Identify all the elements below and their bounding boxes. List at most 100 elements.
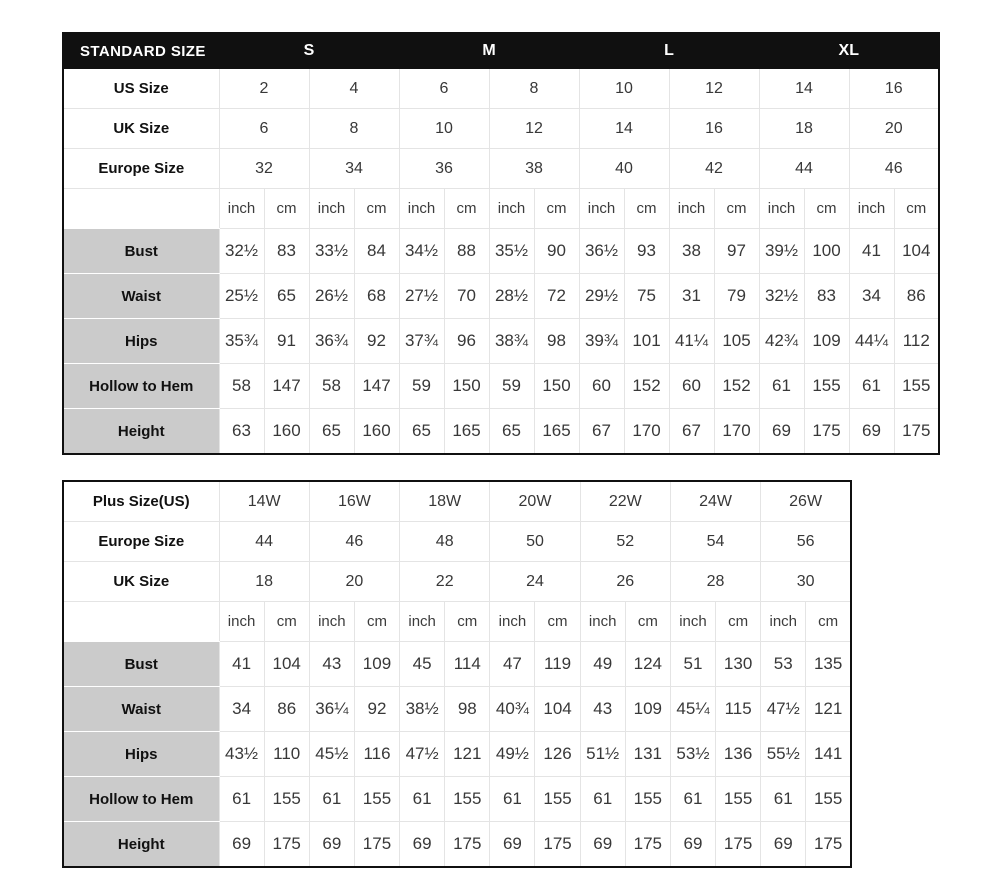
measurement-value-cell: 65 — [263, 273, 310, 319]
measurement-value-cell: 96 — [443, 318, 490, 364]
size-conversion-row: UK Size 6 8 10 12 14 16 18 20 — [62, 108, 940, 149]
measurement-value-cell: 165 — [443, 408, 490, 455]
measurement-value-cell: 155 — [353, 776, 401, 822]
measurement-value-cell: 175 — [893, 408, 940, 455]
measurement-value-cell: 175 — [263, 821, 310, 868]
measurement-row: Height 69 175 69 175 69 175 69 175 69 175 69 175 69 17… — [62, 821, 852, 868]
measurement-value-cell: 61 — [399, 776, 446, 822]
measurement-value-cell: 65 — [308, 408, 355, 455]
measurement-value-cell: 39¾ — [578, 318, 625, 364]
unit-inch-label: inch — [489, 601, 536, 642]
measurement-value-cell: 90 — [533, 228, 580, 274]
size-value-cell: 40 — [578, 148, 670, 189]
measurement-value-cell: 150 — [533, 363, 580, 409]
size-value-cell: 20W — [489, 480, 581, 522]
measurement-value-cell: 121 — [805, 686, 852, 732]
size-value-cell: 8 — [488, 68, 580, 109]
measurement-value-cell: 61 — [308, 776, 355, 822]
measurement-row: Hips 35¾ 91 36¾ 92 37¾ 96 38¾ 98 39¾ 101 41¼ 105 42¾ 1… — [62, 318, 940, 364]
measurement-value-cell: 116 — [353, 731, 401, 777]
measurement-value-cell: 65 — [488, 408, 535, 455]
measurement-value-cell: 69 — [848, 408, 895, 455]
unit-inch-label: inch — [668, 188, 715, 229]
measurement-value-cell: 41 — [848, 228, 895, 274]
measurement-value-cell: 155 — [534, 776, 581, 822]
measurement-value-cell: 165 — [533, 408, 580, 455]
measurement-value-cell: 124 — [624, 641, 671, 687]
measurement-value-cell: 69 — [308, 821, 355, 868]
size-group-header: XL — [758, 32, 940, 69]
size-value-cell: 52 — [579, 521, 671, 562]
size-value-cell: 24W — [669, 480, 762, 522]
measurement-value-cell: 59 — [398, 363, 445, 409]
measurement-value-cell: 51½ — [579, 731, 626, 777]
measurement-value-cell: 40¾ — [489, 686, 536, 732]
measurement-value-cell: 155 — [444, 776, 491, 822]
measurement-value-cell: 41 — [218, 641, 265, 687]
measurement-value-cell: 61 — [758, 363, 805, 409]
size-conversion-row: Europe Size 32 34 36 38 40 42 44 46 — [62, 148, 940, 189]
size-row-label: Europe Size — [62, 148, 220, 189]
measurement-value-cell: 105 — [713, 318, 760, 364]
measurement-value-cell: 147 — [353, 363, 400, 409]
unit-inch-label: inch — [218, 188, 265, 229]
measurement-value-cell: 100 — [803, 228, 850, 274]
measurement-value-cell: 155 — [893, 363, 940, 409]
measurement-value-cell: 65 — [398, 408, 445, 455]
size-value-cell: 44 — [218, 521, 310, 562]
size-value-cell: 8 — [308, 108, 400, 149]
size-conversion-row: UK Size 18 20 22 24 26 28 30 — [62, 561, 852, 602]
unit-inch-label: inch — [218, 601, 265, 642]
measurement-value-cell: 63 — [218, 408, 265, 455]
size-value-cell: 44 — [758, 148, 850, 189]
measurement-value-cell: 26½ — [308, 273, 355, 319]
size-conversion-row: US Size 2 4 6 8 10 12 14 16 — [62, 68, 940, 109]
measurement-value-cell: 101 — [623, 318, 670, 364]
standard-size-table: STANDARD SIZE S M L XL US Size 2 4 6 8 10 12 14 16 UK … — [62, 32, 940, 455]
measurement-value-cell: 53½ — [669, 731, 717, 777]
size-value-cell: 6 — [218, 108, 310, 149]
measurement-row-label: Bust — [62, 228, 220, 274]
size-value-cell: 20 — [308, 561, 401, 602]
measurement-value-cell: 36¾ — [308, 318, 355, 364]
size-value-cell: 30 — [760, 561, 852, 602]
measurement-value-cell: 155 — [805, 776, 852, 822]
size-value-cell: 12 — [488, 108, 580, 149]
measurement-value-cell: 92 — [353, 318, 400, 364]
size-value-cell: 16 — [668, 108, 760, 149]
measurement-value-cell: 29½ — [578, 273, 625, 319]
measurement-value-cell: 135 — [805, 641, 852, 687]
measurement-row: Bust 41 104 43 109 45 114 47 119 49 124 51 130 53 135 — [62, 641, 852, 687]
measurement-value-cell: 35¾ — [218, 318, 265, 364]
units-row-spacer — [62, 188, 220, 229]
measurement-value-cell: 33½ — [308, 228, 355, 274]
measurement-value-cell: 115 — [715, 686, 762, 732]
measurement-value-cell: 119 — [534, 641, 581, 687]
measurement-value-cell: 155 — [624, 776, 671, 822]
unit-cm-label: cm — [715, 601, 762, 642]
measurement-value-cell: 170 — [623, 408, 670, 455]
size-value-cell: 46 — [308, 521, 401, 562]
measurement-value-cell: 34 — [218, 686, 265, 732]
measurement-value-cell: 91 — [263, 318, 310, 364]
unit-inch-label: inch — [398, 188, 445, 229]
unit-cm-label: cm — [444, 601, 491, 642]
measurement-value-cell: 43½ — [218, 731, 265, 777]
measurement-value-cell: 150 — [443, 363, 490, 409]
measurement-value-cell: 93 — [623, 228, 670, 274]
measurement-value-cell: 69 — [758, 408, 805, 455]
measurement-value-cell: 67 — [668, 408, 715, 455]
measurement-value-cell: 58 — [218, 363, 265, 409]
size-value-cell: 54 — [669, 521, 762, 562]
measurement-value-cell: 175 — [715, 821, 762, 868]
measurement-value-cell: 45½ — [308, 731, 355, 777]
unit-inch-label: inch — [308, 188, 355, 229]
size-value-cell: 28 — [669, 561, 762, 602]
size-value-cell: 22W — [579, 480, 671, 522]
measurement-value-cell: 175 — [624, 821, 671, 868]
measurement-value-cell: 47 — [489, 641, 536, 687]
measurement-value-cell: 59 — [488, 363, 535, 409]
size-row-label: Plus Size(US) — [62, 480, 220, 522]
measurement-value-cell: 43 — [308, 641, 355, 687]
measurement-value-cell: 98 — [444, 686, 491, 732]
